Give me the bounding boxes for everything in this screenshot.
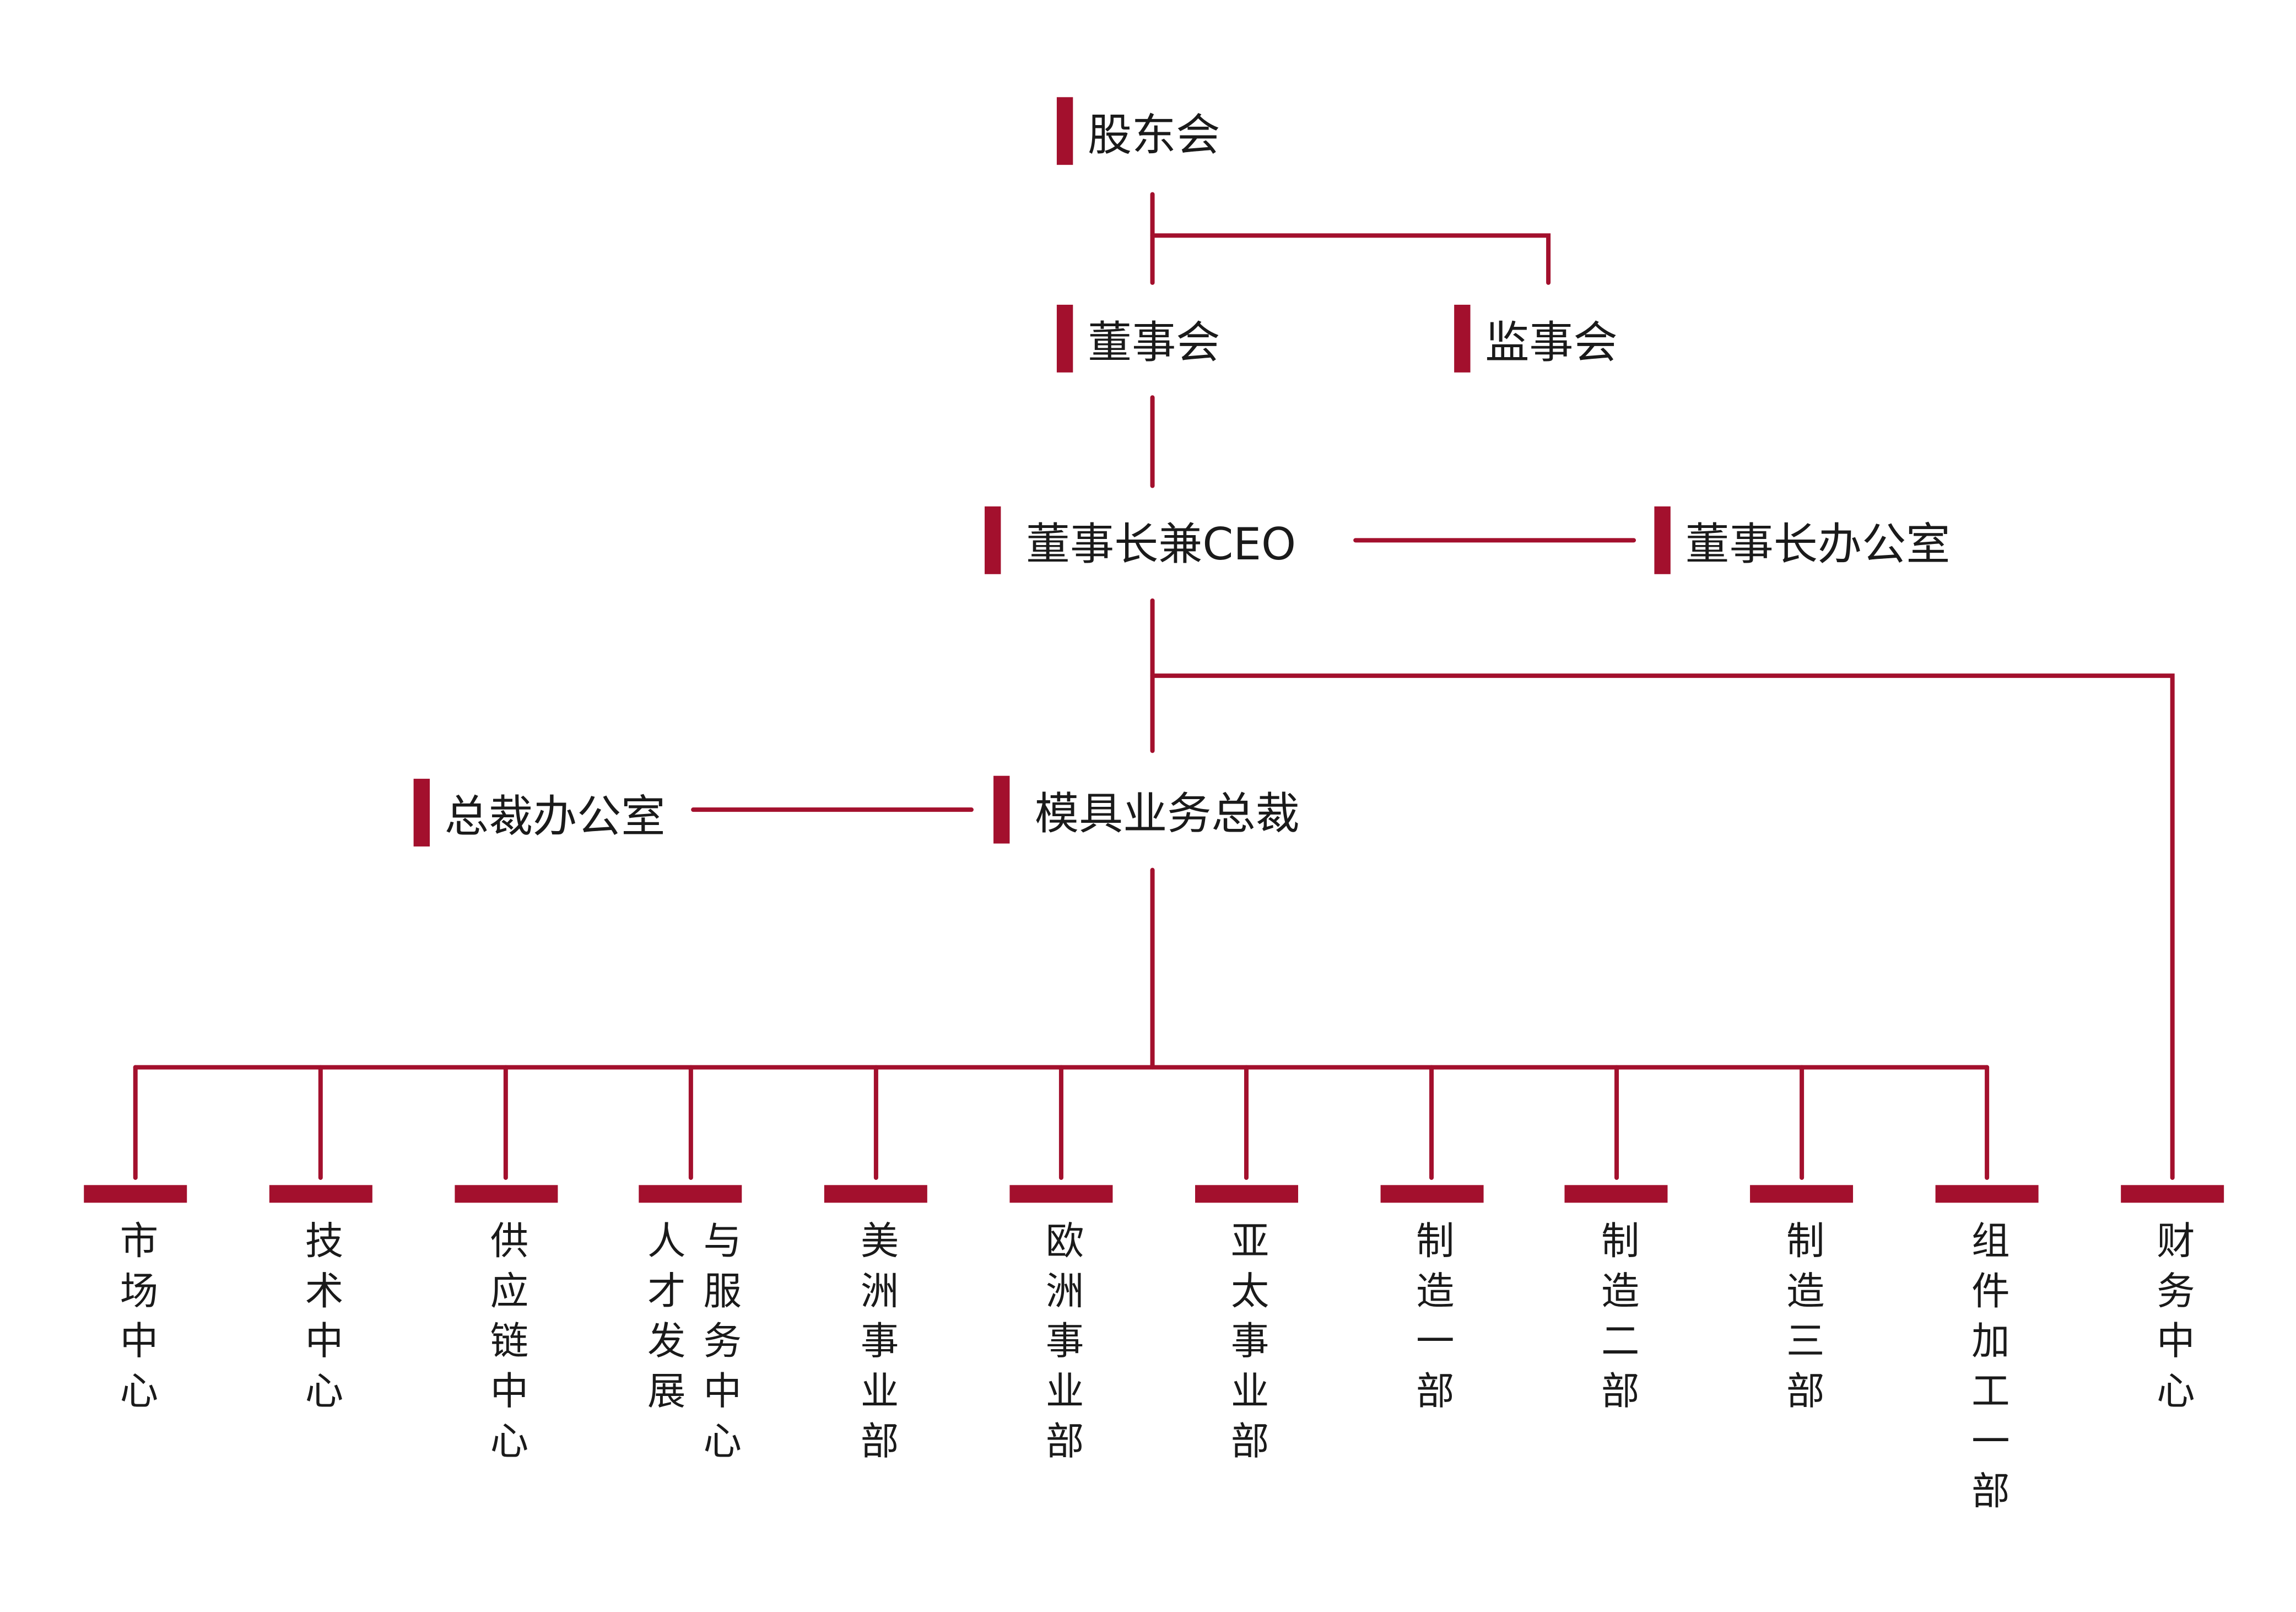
department-label: 技术中心 (269, 1220, 372, 1420)
department-marker (824, 1185, 928, 1203)
department-label-line: 制造二部 (1594, 1220, 1639, 1421)
department-node: 亚太事业部 (1195, 1185, 1298, 1471)
department-node: 财务中心 (2120, 1185, 2224, 1421)
node-label: 模具业务总裁 (1034, 789, 1300, 841)
department-label-line: 组件加工一部 (1965, 1220, 2009, 1521)
department-label: 人才发展 与服务中心 (639, 1220, 742, 1470)
department-label-line: 与服务中心 (696, 1220, 741, 1471)
department-label: 制造二部 (1565, 1220, 1668, 1420)
node-marker (1654, 506, 1671, 574)
department-label-line: 财务中心 (2150, 1220, 2195, 1421)
department-marker (1565, 1185, 1668, 1203)
department-label-line: 欧洲事业部 (1039, 1220, 1084, 1471)
node-shareholders: 股东会 (1056, 97, 1220, 165)
department-node: 人才发展 与服务中心 (639, 1185, 743, 1471)
department-marker (454, 1185, 558, 1203)
department-label: 制造一部 (1380, 1220, 1483, 1420)
department-label: 欧洲事业部 (1009, 1220, 1112, 1470)
department-label: 美洲事业部 (824, 1220, 927, 1470)
node-marker (985, 506, 1001, 574)
node-president-office: 总裁办公室 (413, 779, 666, 847)
department-label-line: 人才发展 (641, 1220, 685, 1421)
department-node: 欧洲事业部 (1009, 1185, 1113, 1471)
connector-finance (1150, 673, 2175, 1180)
department-label-line: 亚太事业部 (1224, 1220, 1269, 1471)
department-label-line: 技术中心 (298, 1220, 343, 1421)
node-label: 董事会 (1088, 317, 1220, 370)
department-marker (2120, 1185, 2224, 1203)
node-label: 董事长办公室 (1685, 519, 1951, 572)
department-label: 财务中心 (2121, 1220, 2224, 1420)
node-marker (1454, 304, 1471, 373)
department-node: 市场中心 (84, 1185, 187, 1421)
node-marker (1056, 304, 1073, 373)
node-label: 董事长兼CEO (1025, 519, 1296, 572)
department-marker (1935, 1185, 2039, 1203)
node-board: 董事会 (1056, 304, 1220, 373)
department-label-line: 市场中心 (113, 1220, 158, 1421)
department-label-line: 供应链中心 (483, 1220, 528, 1471)
department-marker (1009, 1185, 1113, 1203)
node-chairman-ceo: 董事长兼CEO (985, 506, 1296, 574)
node-chairman-office: 董事长办公室 (1654, 506, 1950, 574)
department-node: 美洲事业部 (824, 1185, 928, 1471)
department-label-line: 美洲事业部 (853, 1220, 898, 1471)
node-mold-president: 模具业务总裁 (993, 775, 1300, 844)
department-node: 技术中心 (269, 1185, 372, 1421)
department-marker (84, 1185, 187, 1203)
department-label: 市场中心 (84, 1220, 187, 1420)
department-label: 组件加工一部 (1936, 1220, 2039, 1521)
node-marker (993, 775, 1010, 844)
department-label-line: 制造三部 (1779, 1220, 1824, 1421)
department-node: 制造三部 (1750, 1185, 1854, 1421)
node-marker (1056, 97, 1073, 165)
node-label: 股东会 (1088, 110, 1220, 162)
department-marker (1380, 1185, 1483, 1203)
department-label-line: 制造一部 (1409, 1220, 1454, 1421)
department-label: 亚太事业部 (1195, 1220, 1298, 1470)
department-node: 制造一部 (1380, 1185, 1483, 1421)
department-marker (1750, 1185, 1854, 1203)
department-marker (1195, 1185, 1298, 1203)
department-node: 制造二部 (1565, 1185, 1668, 1421)
department-label: 供应链中心 (454, 1220, 557, 1470)
department-marker (639, 1185, 743, 1203)
node-label: 总裁办公室 (444, 792, 666, 844)
node-supervisors: 监事会 (1454, 304, 1618, 373)
node-marker (413, 779, 430, 847)
department-marker (269, 1185, 372, 1203)
connector-supervisors (1150, 233, 1551, 285)
node-label: 监事会 (1485, 317, 1618, 370)
department-label: 制造三部 (1751, 1220, 1854, 1420)
department-node: 供应链中心 (454, 1185, 558, 1471)
department-node: 组件加工一部 (1935, 1185, 2039, 1521)
